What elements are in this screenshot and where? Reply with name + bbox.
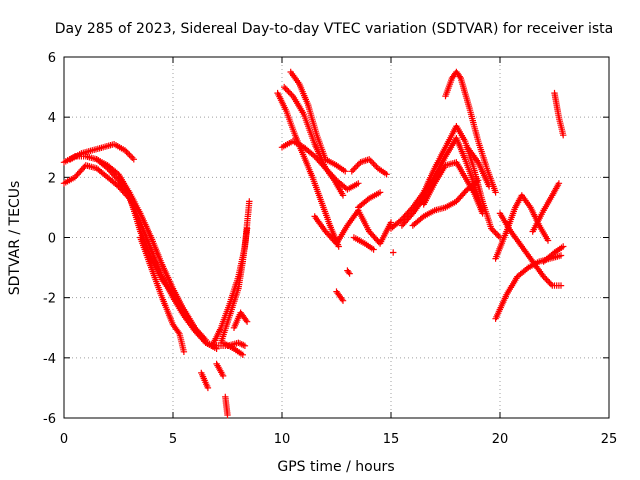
data-point-markers [222, 393, 231, 419]
x-axis-label: GPS time / hours [277, 459, 394, 475]
data-track [350, 234, 377, 253]
x-tick-label: 5 [169, 432, 177, 447]
y-tick-label: -4 [43, 352, 56, 367]
y-tick-label: -6 [43, 412, 56, 427]
data-point-markers [278, 138, 362, 193]
x-tick-label: 0 [60, 432, 68, 447]
data-track [464, 144, 493, 190]
data-point-markers [355, 189, 384, 211]
data-track [551, 89, 567, 139]
data-track [344, 267, 353, 277]
data-point-markers [287, 68, 349, 175]
data-track [409, 177, 482, 229]
data-point-markers [529, 180, 563, 235]
data-track [529, 180, 563, 235]
y-axis-label: SDTVAR / TECUs [7, 181, 23, 296]
data-track [492, 252, 565, 322]
data-track [137, 234, 188, 355]
data-point-markers [67, 141, 137, 163]
data-point-markers [540, 243, 567, 265]
data-point-markers [348, 156, 390, 178]
data-track [442, 68, 499, 196]
data-track [222, 393, 231, 419]
data-point-markers [60, 153, 220, 352]
x-tick-label: 15 [383, 432, 400, 447]
data-track [348, 156, 390, 178]
data-point-markers [60, 162, 249, 349]
data-point-markers [464, 144, 493, 190]
data-point-markers [409, 177, 482, 229]
data-point-markers [551, 89, 567, 139]
y-tick-label: 6 [48, 51, 56, 66]
data-point-markers [274, 89, 342, 250]
x-tick-label: 25 [601, 432, 618, 447]
data-point-markers [420, 159, 486, 217]
data-point-markers [350, 234, 377, 253]
data-point-markers [333, 288, 347, 304]
data-track [213, 360, 227, 380]
data-point-markers [209, 198, 253, 349]
y-tick-label: -2 [43, 292, 56, 307]
y-tick-label: 0 [48, 232, 56, 247]
x-tick-label: 10 [274, 432, 291, 447]
data-track [420, 159, 486, 217]
data-series [60, 68, 567, 419]
data-track [67, 141, 137, 163]
x-tick-label: 20 [492, 432, 509, 447]
data-track [274, 89, 342, 250]
data-point-markers [137, 234, 188, 355]
data-point-markers [390, 249, 397, 256]
data-track [540, 243, 567, 265]
data-track [209, 198, 253, 349]
data-point-markers [442, 68, 499, 196]
data-track [492, 192, 552, 262]
data-track [355, 189, 384, 211]
data-point-markers [213, 360, 227, 380]
axis-ticks: 0 5 10 15 20 25 -6 -4 -2 0 2 4 6 [43, 51, 617, 447]
data-track [496, 210, 565, 289]
data-point-markers [230, 309, 251, 331]
data-point-markers [198, 369, 212, 392]
data-point-markers [219, 339, 246, 358]
data-track [230, 309, 251, 331]
data-track [60, 162, 249, 349]
data-track [390, 249, 397, 256]
data-track [198, 369, 212, 392]
data-track [333, 288, 347, 304]
data-track [287, 68, 349, 175]
data-point-markers [492, 192, 552, 262]
chart-title: Day 285 of 2023, Sidereal Day-to-day VTE… [55, 21, 613, 37]
data-track [219, 339, 246, 358]
y-tick-label: 4 [48, 111, 56, 126]
data-track [278, 138, 362, 193]
data-point-markers [344, 267, 353, 277]
data-track [60, 153, 220, 352]
data-point-markers [496, 210, 565, 289]
y-tick-label: 2 [48, 171, 56, 186]
data-point-markers [492, 252, 565, 322]
